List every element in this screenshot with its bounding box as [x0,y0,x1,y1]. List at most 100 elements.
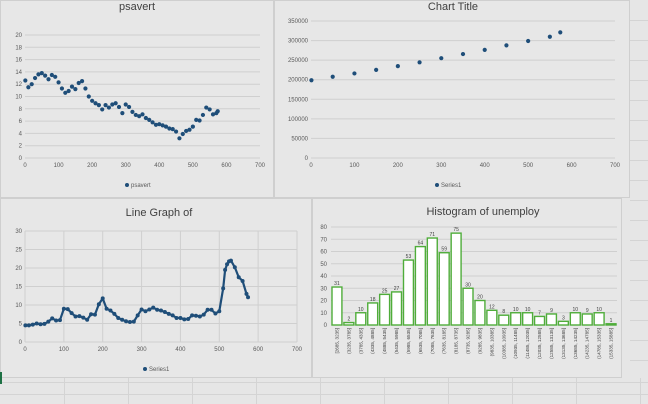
bar-data-label: 10 [573,307,579,313]
data-point [130,109,135,114]
data-point [66,88,71,94]
chart-series1[interactable]: 0 50000 100000 150000 200000 250000 300000 3500… [274,0,630,198]
bar-data-label: 10 [358,307,364,313]
gridlines [311,20,615,159]
data-point [139,307,144,312]
y-tick-label: 80 [320,225,327,231]
data-point [157,122,162,127]
data-point [23,323,28,328]
y-tick-label: 10 [15,303,22,309]
y-tick-label: 0 [324,323,328,329]
x-tick-label: 600 [567,163,578,169]
sheet-grid-bottom [0,378,648,404]
data-point [163,124,169,129]
x-category-label: (11485, 12035] [525,328,530,359]
data-point [46,77,51,82]
bar-data-label: 10 [513,307,519,313]
data-point [162,310,167,315]
data-point [190,313,195,318]
bar-data-label: 25 [382,288,388,294]
x-category-label: (15335, 15885] [609,328,614,359]
data-point [50,316,55,321]
x-category-label: (13135, 13685] [561,328,566,359]
data-point [38,322,43,327]
legend-label: Series1 [441,183,462,189]
data-point [194,117,199,122]
histogram-bar [605,323,617,326]
y-tick-label: 60 [320,250,327,256]
gridlines [24,230,298,343]
data-point [73,314,78,319]
x-tick-label: 500 [214,347,225,353]
chart-title: psavert [119,1,155,13]
x-category-label: (6535, 7085] [418,328,423,354]
data-point [126,104,132,110]
data-point [153,122,159,127]
x-tick-label: 100 [349,163,360,169]
data-point [63,90,68,95]
chart-histogram[interactable]: 0 10 20 30 40 50 60 70 80 Histogram of unemploy 31… [312,198,622,378]
data-point [417,60,422,65]
data-point [137,114,142,119]
y-tick-label: 20 [15,266,22,272]
bar-data-label: 64 [418,241,424,247]
x-category-label: (8185, 8735] [454,328,459,354]
x-tick-label: 0 [309,163,313,169]
x-category-label: (12035, 12585] [537,328,542,359]
data-point [59,86,65,91]
y-tick-label: 0 [19,340,23,346]
chart-psavert[interactable]: 0 2 4 6 8 10 12 14 16 18 20 0 100 200 300 400 500 600 700 p… [0,0,274,198]
bar-data-label: 10 [596,307,602,313]
legend-marker [435,183,439,187]
data-point [193,313,198,318]
y-tick-label: 5 [19,322,23,328]
data-point [100,296,105,301]
y-tick-label: 10 [320,311,327,317]
data-point [170,313,175,318]
x-category-label: (14235, 14785] [585,328,590,359]
data-point [61,306,66,311]
data-point [112,311,117,316]
x-category-label: [2685, 3235] [334,328,339,354]
y-tick-label: 2 [19,144,23,150]
histogram-bar [498,314,510,326]
x-category-label: (9835, 10385] [489,328,494,356]
x-tick-label: 200 [87,163,98,169]
data-point [395,63,400,69]
x-tick-label: 100 [59,347,70,353]
data-point [34,321,39,326]
y-tick-label: 0 [19,156,23,162]
y-tick-label: 6 [19,119,23,125]
data-point [57,318,62,323]
y-tick-label: 18 [15,45,22,51]
data-point [207,107,212,112]
x-category-label: (8735, 9285] [466,328,471,354]
chart-line-graph[interactable]: 0 5 10 15 20 25 30 0 100 200 300 400 500 600 700 Line G… [0,198,312,378]
data-point [39,71,44,76]
histogram-bar [367,302,379,326]
data-point [76,80,81,86]
data-point [36,72,41,77]
data-point [186,317,191,322]
data-point [236,275,241,280]
x-tick-label: 500 [188,163,199,169]
data-point [83,86,88,91]
data-point [32,75,38,81]
x-category-label: (4885, 5435] [382,328,387,354]
x-tick-label: 400 [480,163,491,169]
data-point [85,317,90,322]
bar-data-label: 2 [347,317,350,323]
histogram-bar [474,299,486,326]
series1-scatter-svg: 0 50000 100000 150000 200000 250000 300000 3500… [288,1,621,189]
data-point [482,47,487,52]
chart-title: Line Graph of [126,207,194,219]
data-point [439,56,444,61]
data-point [374,67,379,72]
data-point [77,314,82,319]
data-point [131,319,136,324]
data-point [558,30,563,35]
sheet-grid-right [630,0,648,404]
y-tick-label: 25 [15,248,22,254]
